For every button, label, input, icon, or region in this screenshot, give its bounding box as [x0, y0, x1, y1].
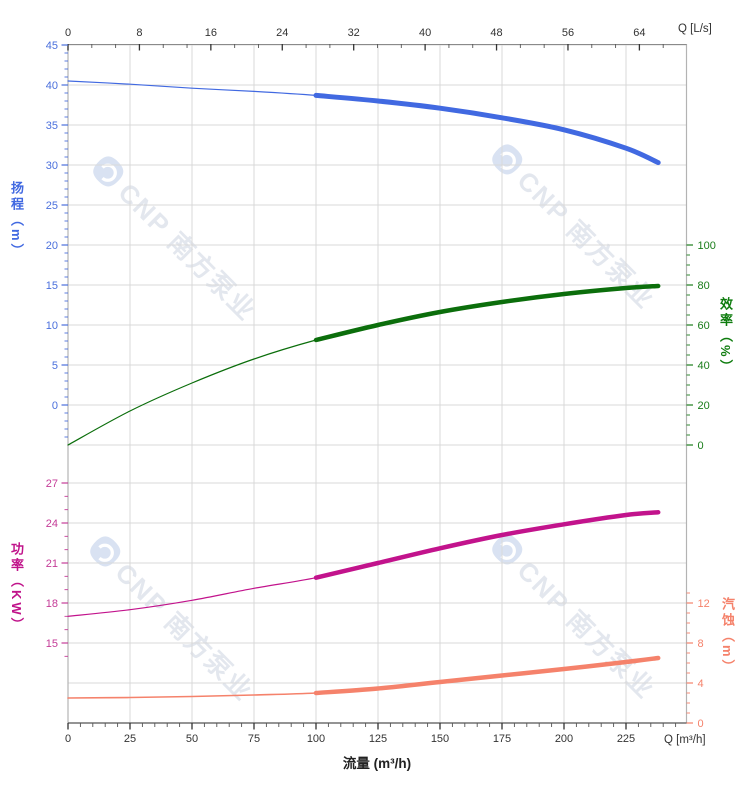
- svg-text:40: 40: [46, 80, 58, 92]
- cnp-logo-icon: [90, 536, 121, 567]
- svg-text:24: 24: [276, 27, 288, 39]
- npsh-curve: [67, 657, 659, 699]
- svg-text:27: 27: [46, 478, 58, 490]
- top-axis-unit-label: Q [L/s]: [678, 23, 712, 35]
- svg-text:35: 35: [46, 120, 58, 132]
- svg-text:21: 21: [46, 558, 58, 570]
- eff-axis: 100 80 60 40 20 0: [686, 240, 716, 452]
- svg-text:5: 5: [52, 360, 58, 372]
- svg-text:64: 64: [633, 27, 645, 39]
- head-curve: [67, 80, 659, 164]
- svg-text:175: 175: [493, 733, 511, 745]
- watermark: CNP 南方泵业: [484, 135, 665, 316]
- efficiency-curve-rated: [313, 283, 661, 343]
- power-axis-title: 功率（KW）: [9, 542, 24, 634]
- svg-text:18: 18: [46, 598, 58, 610]
- svg-text:16: 16: [205, 27, 217, 39]
- svg-text:200: 200: [555, 733, 573, 745]
- npsh-axis: 12 8 4 0: [686, 592, 710, 730]
- svg-text:0: 0: [65, 733, 71, 745]
- efficiency-axis-title: 效率（%）: [718, 297, 733, 376]
- svg-text:56: 56: [562, 27, 574, 39]
- svg-text:0: 0: [65, 27, 71, 39]
- svg-text:15: 15: [46, 280, 58, 292]
- svg-text:10: 10: [46, 320, 58, 332]
- flow-axis-title: 流量 (m³/h): [342, 756, 412, 771]
- svg-text:125: 125: [369, 733, 387, 745]
- svg-text:12: 12: [698, 598, 710, 610]
- svg-text:25: 25: [124, 733, 136, 745]
- head-axis: 45 40 35 30 25 20 15 10 5 0: [46, 40, 68, 438]
- svg-text:0: 0: [52, 400, 58, 412]
- svg-text:100: 100: [307, 733, 325, 745]
- cnp-logo-icon: [492, 534, 523, 565]
- svg-text:45: 45: [46, 40, 58, 52]
- svg-text:80: 80: [698, 280, 710, 292]
- svg-text:50: 50: [186, 733, 198, 745]
- svg-text:40: 40: [419, 27, 431, 39]
- bottom-axis-unit-label: Q [m³/h]: [664, 734, 706, 746]
- svg-text:15: 15: [46, 638, 58, 650]
- svg-text:30: 30: [46, 160, 58, 172]
- svg-text:20: 20: [46, 240, 58, 252]
- svg-text:60: 60: [698, 320, 710, 332]
- head-axis-title: 扬程（m）: [9, 181, 24, 260]
- svg-text:150: 150: [431, 733, 449, 745]
- svg-text:4: 4: [698, 678, 704, 690]
- npsh-curve-rated: [313, 655, 661, 696]
- svg-text:20: 20: [698, 400, 710, 412]
- svg-text:100: 100: [698, 240, 716, 252]
- cnp-logo-icon: [492, 144, 523, 175]
- watermark: CNP 南方泵业: [484, 525, 665, 706]
- npsh-axis-title: 汽蚀（m）: [720, 597, 735, 676]
- plot-borders: [67, 44, 688, 724]
- svg-text:8: 8: [136, 27, 142, 39]
- power-axis: 27 24 21 18 15: [46, 478, 68, 657]
- svg-text:225: 225: [617, 733, 635, 745]
- gridlines: [68, 44, 687, 723]
- top-axis: 0 8 16 24 32 40 48 56 64: [65, 27, 664, 51]
- svg-text:40: 40: [698, 360, 710, 372]
- watermark: CNP 南方泵业: [82, 527, 263, 708]
- svg-text:8: 8: [698, 638, 704, 650]
- svg-text:75: 75: [248, 733, 260, 745]
- bottom-axis: 0 25 50 75 100 125 150 175 200 225: [65, 723, 677, 745]
- svg-text:32: 32: [348, 27, 360, 39]
- svg-text:48: 48: [490, 27, 502, 39]
- svg-text:24: 24: [46, 518, 58, 530]
- head-curve-rated: [313, 92, 661, 166]
- curves: [67, 80, 661, 699]
- power-curve-rated: [313, 510, 661, 580]
- svg-text:25: 25: [46, 200, 58, 212]
- svg-text:0: 0: [698, 440, 704, 452]
- svg-text:0: 0: [698, 718, 704, 730]
